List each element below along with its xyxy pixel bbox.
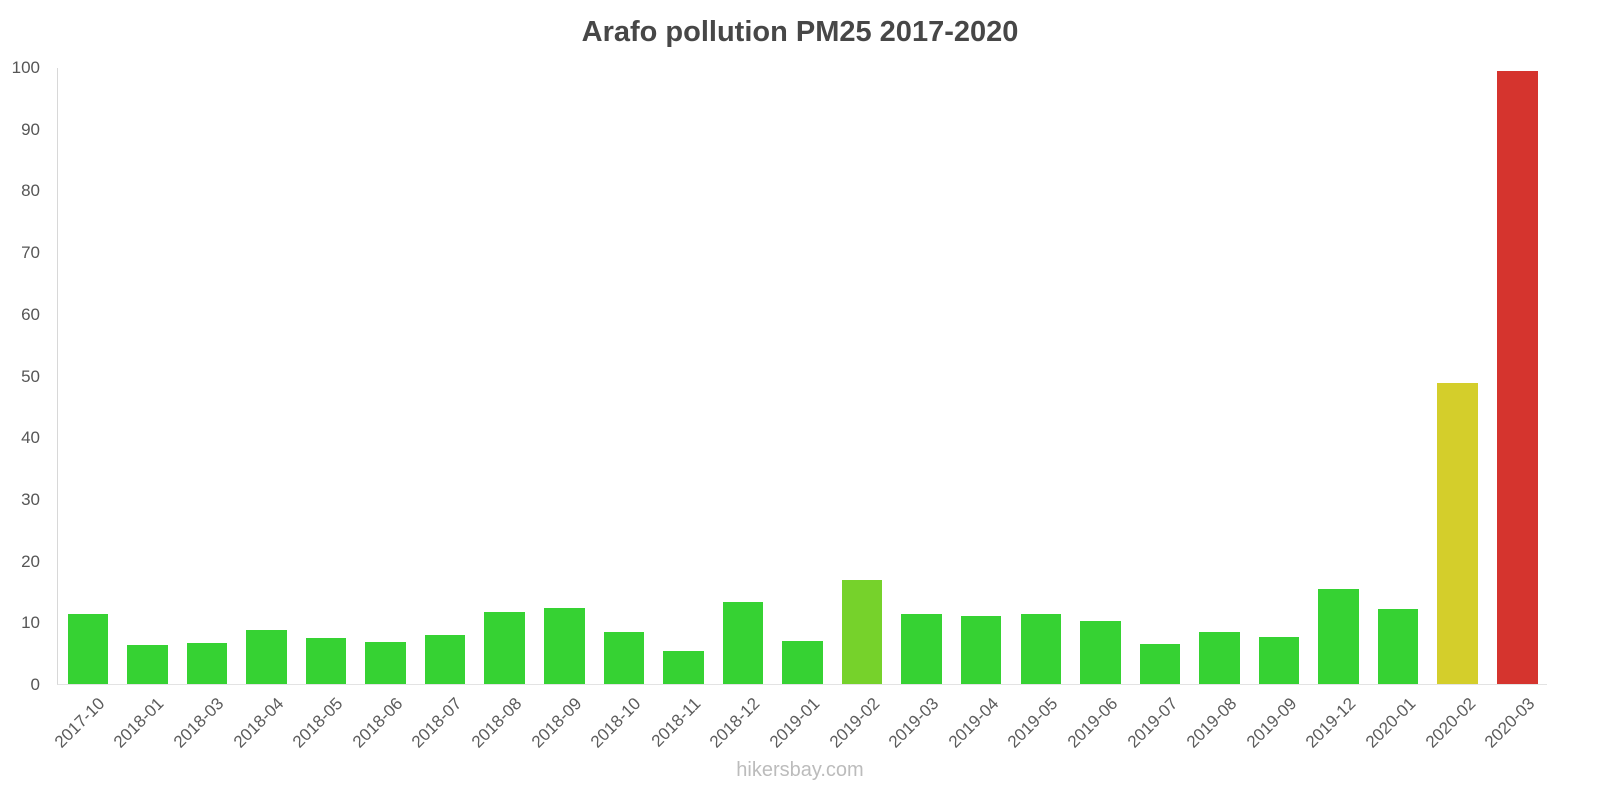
plot-area (57, 68, 1547, 685)
bar-2018-07 (424, 635, 466, 684)
bar-2018-04 (246, 629, 287, 684)
y-tick-label: 30 (21, 489, 40, 509)
bar-2018-03 (186, 643, 228, 684)
bar-slot (892, 68, 952, 684)
bar-2019-03 (901, 614, 942, 684)
bar-2018-08 (484, 611, 525, 684)
y-axis-labels: 0 10 20 30 40 50 60 70 80 90 100 (0, 58, 48, 694)
bar-slot (654, 68, 714, 684)
bar-slot (1249, 68, 1309, 684)
bar-slot (535, 68, 595, 684)
bar-2018-05 (305, 637, 347, 684)
y-tick-label: 0 (30, 675, 40, 694)
bar-slot (118, 68, 178, 684)
bar-2018-11 (663, 651, 704, 684)
bar-slot (773, 68, 833, 684)
y-tick-label: 70 (21, 243, 40, 263)
bar-slot (475, 68, 535, 684)
bar-slot (1130, 68, 1190, 684)
bar-2020-02 (1437, 383, 1478, 684)
bar-slot (1190, 68, 1250, 684)
bar-slot (1071, 68, 1131, 684)
bar-2019-09 (1258, 637, 1300, 684)
bars (58, 68, 1547, 684)
bar-2018-09 (544, 608, 585, 684)
bar-slot (1368, 68, 1428, 684)
y-tick-label: 40 (21, 428, 40, 448)
bar-2019-06 (1080, 621, 1121, 684)
bar-slot (58, 68, 118, 684)
bar-2019-02 (841, 579, 883, 684)
bar-slot (832, 68, 892, 684)
y-tick-label: 100 (11, 58, 40, 77)
bar-2018-10 (603, 632, 645, 684)
bar-slot (1428, 68, 1488, 684)
y-tick-label: 90 (21, 119, 40, 139)
bar-slot (237, 68, 297, 684)
bar-slot (1488, 68, 1548, 684)
bar-2017-10 (67, 614, 109, 684)
bar-2019-01 (782, 640, 823, 684)
y-tick-label: 80 (21, 181, 40, 201)
bar-slot (356, 68, 416, 684)
bar-2019-12 (1318, 589, 1359, 684)
bar-2019-05 (1020, 614, 1062, 684)
bar-slot (713, 68, 773, 684)
bar-2018-06 (365, 642, 406, 684)
y-tick-label: 20 (21, 551, 40, 571)
y-tick-label: 10 (21, 613, 40, 633)
bar-2018-01 (127, 645, 168, 684)
bar-2018-12 (722, 602, 764, 684)
chart-title: Arafo pollution PM25 2017-2020 (581, 16, 1019, 48)
bar-slot (1309, 68, 1369, 684)
y-tick-label: 50 (21, 366, 40, 386)
y-tick-label: 60 (21, 304, 40, 324)
bar-slot (951, 68, 1011, 684)
bar-slot (594, 68, 654, 684)
bar-2019-07 (1139, 643, 1181, 684)
bar-slot (1011, 68, 1071, 684)
bar-2019-08 (1199, 632, 1240, 684)
bar-2020-01 (1377, 608, 1419, 684)
bar-slot (415, 68, 475, 684)
watermark: hikersbay.com (736, 759, 864, 781)
bar-2020-03 (1497, 71, 1538, 684)
bar-slot (177, 68, 237, 684)
bar-slot (296, 68, 356, 684)
bar-2019-04 (960, 616, 1002, 684)
